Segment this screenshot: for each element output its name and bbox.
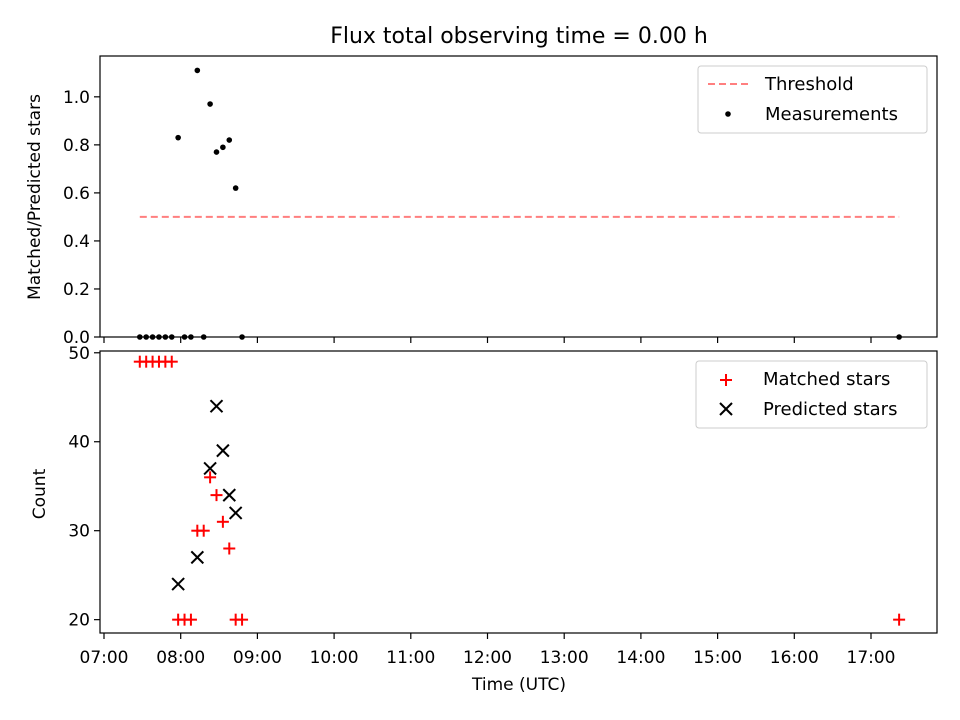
measurement-point <box>226 137 233 143</box>
top-y-tick-label: 0.6 <box>63 184 90 204</box>
x-tick-label: 09:00 <box>233 648 282 668</box>
top-panel: 0.0 0.2 0.4 0.6 0.8 1.0 Matched/Predicted sta… <box>25 55 938 348</box>
top-ylabel: Matched/Predicted stars <box>25 94 45 300</box>
measurement-point <box>188 334 194 340</box>
measurement-point <box>213 149 220 155</box>
x-tick-label: 16:00 <box>770 648 819 668</box>
bottom-plot-frame <box>99 350 938 634</box>
bottom-y-tick-label: 40 <box>68 433 90 453</box>
bottom-ylabel: Count <box>30 468 50 519</box>
legend-predicted-label: Predicted stars <box>763 399 897 420</box>
x-tick-label: 11:00 <box>386 648 435 668</box>
matched-star-point <box>893 613 906 626</box>
measurement-point <box>143 334 149 340</box>
matched-star-point <box>210 489 223 502</box>
top-y-tick-label: 0.8 <box>63 136 90 156</box>
predicted-star-point <box>190 550 205 565</box>
predicted-star-point <box>228 506 243 520</box>
predicted-star-point <box>203 461 217 476</box>
predicted-star-point <box>216 443 230 458</box>
x-tick-label: 17:00 <box>847 648 896 668</box>
matched-star-point <box>204 471 217 484</box>
measurement-point <box>175 134 181 141</box>
legend-matched-swatch <box>720 374 732 386</box>
measurement-point <box>149 334 156 340</box>
top-y-tick-label: 0.2 <box>63 280 90 300</box>
x-tick-label: 14:00 <box>616 648 665 668</box>
top-y-tick-label: 0.4 <box>63 232 90 252</box>
legend-measurement-swatch <box>725 111 731 117</box>
bottom-y-tick-label: 20 <box>68 611 90 631</box>
matched-star-point <box>216 515 229 528</box>
bottom-legend-box <box>695 360 928 429</box>
x-axis-label: Time (UTC) <box>471 675 566 695</box>
legend-matched-label: Matched stars <box>763 369 890 390</box>
x-tick-label: 10:00 <box>310 648 359 668</box>
matched-star-point <box>184 613 197 626</box>
measurement-point <box>181 334 188 340</box>
measurement-point <box>136 334 143 340</box>
x-tick-label: 15:00 <box>693 648 742 668</box>
measurement-point <box>220 144 226 151</box>
measurement-point <box>162 334 169 340</box>
matched-star-point <box>236 613 249 626</box>
predicted-star-point <box>209 399 224 413</box>
measurement-point <box>194 67 201 74</box>
top-plot-frame <box>99 55 938 338</box>
measurement-point <box>168 334 175 340</box>
predicted-star-point <box>171 577 185 591</box>
matched-star-point <box>223 542 236 555</box>
predicted-star-point <box>222 488 236 502</box>
measurement-point <box>239 334 245 340</box>
bottom-y-tick-label: 30 <box>68 522 90 542</box>
top-legend: Threshold Measurements <box>697 65 928 134</box>
matched-star-point <box>197 524 210 537</box>
x-tick-label: 07:00 <box>80 648 129 668</box>
x-tick-label: 12:00 <box>463 648 512 668</box>
legend-predicted-swatch <box>719 402 733 416</box>
chart-title: Flux total observing time = 0.00 h <box>330 24 708 49</box>
matched-star-point <box>165 355 178 368</box>
bottom-legend: Matched stars Predicted stars <box>695 360 928 429</box>
measurement-point <box>200 334 207 340</box>
legend-threshold-label: Threshold <box>764 74 854 95</box>
measurement-point <box>232 185 239 191</box>
top-y-tick-label: 1.0 <box>63 88 90 108</box>
x-tick-label: 13:00 <box>540 648 589 668</box>
measurement-point <box>207 101 213 107</box>
legend-measurement-label: Measurements <box>765 104 898 125</box>
top-y-tick-label: 0.0 <box>63 328 90 348</box>
x-tick-label: 08:00 <box>156 648 205 668</box>
measurement-point <box>896 334 902 340</box>
measurement-point <box>156 334 162 340</box>
top-legend-box <box>697 65 928 134</box>
bottom-y-tick-label: 50 <box>68 344 90 364</box>
bottom-panel: 20 30 40 50 Count Matched stars Predicted s… <box>30 337 938 695</box>
